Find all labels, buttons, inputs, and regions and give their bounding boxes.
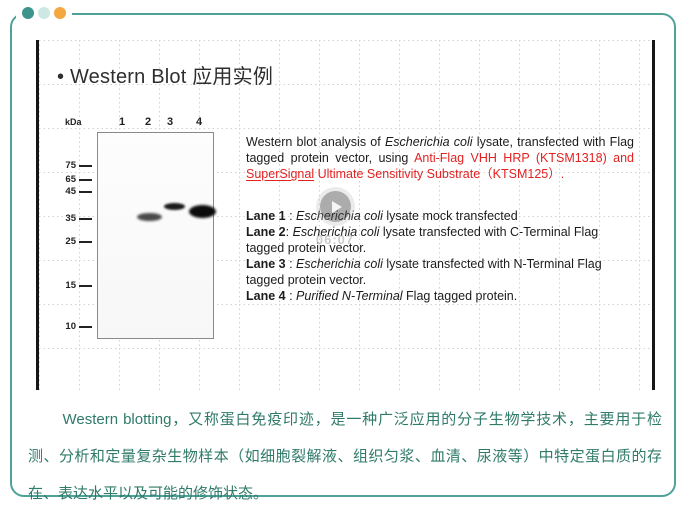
- caption-species-italic: Escherichia coli: [384, 135, 473, 149]
- blot-caption: Western blot analysis of Escherichia col…: [246, 134, 634, 182]
- mw-marker-25: 25: [39, 236, 93, 248]
- mw-marker-75: 75: [39, 160, 93, 172]
- mw-tick: [79, 285, 92, 287]
- mw-marker-35: 35: [39, 213, 93, 225]
- caption-supersignal-underlined: SuperSignal: [246, 167, 315, 181]
- mw-marker-65: 65: [39, 174, 93, 186]
- mw-tick: [79, 218, 92, 220]
- mw-tick: [79, 191, 92, 193]
- caption-product-red: Ultimate Sensitivity Substrate（KTSM125）.: [314, 167, 565, 181]
- gel-band-lane-2: [137, 213, 162, 221]
- mw-tick: [79, 165, 92, 167]
- lane-note-3: Lane 3 : Escherichia coli lysate transfe…: [246, 257, 602, 287]
- mw-marker-15: 15: [39, 280, 93, 292]
- mw-tick: [79, 179, 92, 181]
- gel-kda-label: kDa: [65, 117, 82, 127]
- mw-marker-10: 10: [39, 321, 93, 333]
- window-dot-mint-icon: [38, 7, 50, 19]
- slide-title: • Western Blot 应用实例: [57, 66, 274, 88]
- gel-membrane: [97, 132, 216, 339]
- mw-marker-45: 45: [39, 186, 93, 198]
- play-button[interactable]: [320, 191, 351, 222]
- lane-note-4: Lane 4 : Purified N-Terminal Flag tagged…: [246, 289, 518, 303]
- gel-lane-number-1: 1: [118, 116, 126, 128]
- gel-lane-number-4: 4: [195, 116, 203, 128]
- play-icon: [332, 200, 342, 213]
- mw-tick: [79, 326, 92, 328]
- gel-lane-number-3: 3: [166, 116, 174, 128]
- lane-note-1: Lane 1 : Escherichia coli lysate mock tr…: [246, 209, 518, 223]
- gel-lane-number-2: 2: [144, 116, 152, 128]
- gel-band-lane-4: [189, 205, 216, 218]
- caption-product-red: Anti-Flag VHH HRP (KTSM1318) and: [414, 151, 634, 165]
- caption-text: Western blot analysis of: [246, 135, 385, 149]
- window-dots: [16, 7, 72, 19]
- mw-tick: [79, 241, 92, 243]
- window-dot-orange-icon: [54, 7, 66, 19]
- window-dot-teal-icon: [22, 7, 34, 19]
- lane-note-2: Lane 2: Escherichia coli lysate transfec…: [246, 225, 599, 255]
- video-timestamp: 06:07: [315, 232, 355, 247]
- caption-text: lysate, transfected with Flag tagged pro…: [246, 135, 635, 165]
- video-frame[interactable]: • Western Blot 应用实例 kDa 1 2 3 4 75 65 45…: [36, 40, 655, 390]
- lane-notes: Lane 1 : Escherichia coli lysate mock tr…: [246, 208, 638, 304]
- footer-description: Western blotting，又称蛋白免疫印迹，是一种广泛应用的分子生物学技…: [28, 411, 662, 502]
- gel-band-lane-3: [164, 203, 185, 210]
